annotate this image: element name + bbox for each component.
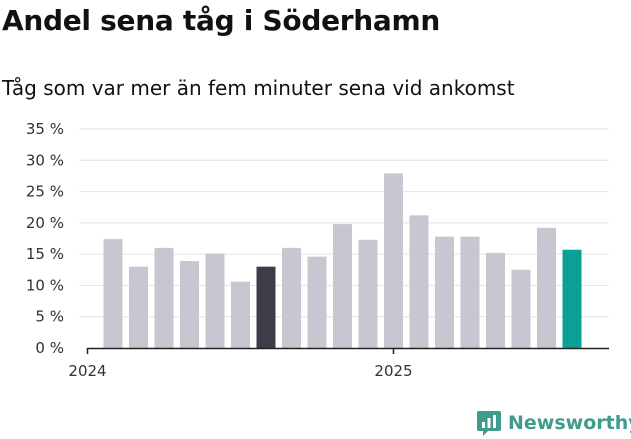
bar-2024-04 (180, 261, 199, 348)
x-tick-label: 2024 (68, 362, 106, 380)
bar-2025-04 (486, 252, 505, 348)
x-axis: 2024 2025 (68, 347, 609, 380)
bar-2025-06 (537, 227, 556, 348)
bar-2025-01 (409, 215, 429, 348)
y-tick-label: 10 % (26, 276, 64, 294)
bar-2024-03 (154, 247, 174, 348)
x-tick-label: 2025 (374, 362, 412, 380)
y-tick-label: 5 % (35, 308, 64, 326)
y-tick-label: 35 % (26, 120, 64, 138)
y-tick-label: 25 % (26, 183, 64, 201)
bar-2024-09 (307, 256, 327, 348)
bar-2025-02 (435, 236, 454, 348)
bar-2024-06 (231, 281, 250, 348)
bar-2024-08 (282, 247, 301, 348)
chart-title: Andel sena tåg i Söderhamn (2, 4, 441, 37)
bar-2025-07 (562, 249, 582, 348)
brand-name: Newsworthy (508, 412, 631, 434)
bar-2025-05 (511, 269, 531, 348)
bar-2024-12 (384, 173, 403, 348)
bars (103, 173, 582, 348)
y-tick-label: 20 % (26, 214, 64, 232)
brand-logo: Newsworthy (476, 408, 631, 438)
bar-2024-10 (333, 224, 352, 348)
y-tick-label: 0 % (35, 339, 64, 357)
y-tick-label: 15 % (26, 245, 64, 263)
bar-2025-03 (460, 236, 480, 348)
bar-2024-02 (129, 266, 148, 348)
bar-2024-05 (205, 253, 225, 348)
y-tick-label: 30 % (26, 151, 64, 169)
newsworthy-logo-icon (477, 411, 501, 436)
bar-2024-11 (358, 239, 378, 348)
y-axis-ticks: 0 % 5 % 10 % 15 % 20 % 25 % 30 % 35 % (26, 120, 64, 357)
chart-subtitle: Tåg som var mer än fem minuter sena vid … (2, 76, 515, 100)
bar-2024-07 (256, 266, 276, 348)
bar-2024-01 (103, 239, 123, 348)
